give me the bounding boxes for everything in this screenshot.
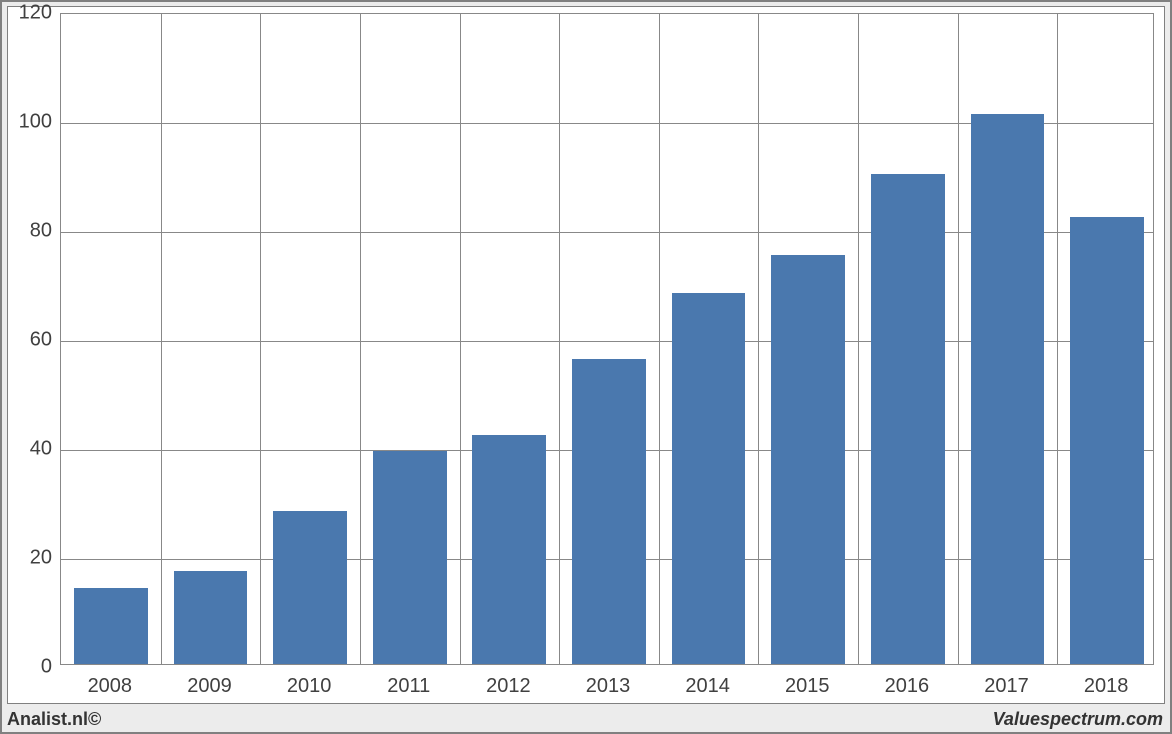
x-tick-label: 2011 [387,675,430,698]
x-tick-label: 2008 [88,675,133,698]
bar [174,571,248,664]
x-tick-label: 2012 [486,675,531,698]
gridline-vertical [1057,14,1058,664]
y-tick-label: 80 [8,220,52,243]
footer: Analist.nl© Valuespectrum.com [7,706,1165,730]
y-tick-label: 20 [8,547,52,570]
bar [472,435,546,664]
gridline-vertical [858,14,859,664]
x-tick-label: 2014 [685,675,730,698]
chart-frame: 0 20 40 60 80 100 120 2008 2009 2010 2011 2012 2013… [0,0,1172,734]
footer-right-label: Valuespectrum.com [993,709,1163,730]
bar [771,255,845,664]
gridline-vertical [758,14,759,664]
y-tick-label: 60 [8,329,52,352]
chart-area: 020406080100120 200820092010201120122013… [7,6,1165,704]
x-tick-label: 2009 [187,675,232,698]
y-tick-label: 0 [8,656,52,679]
gridline-vertical [559,14,560,664]
y-tick-label: 40 [8,438,52,461]
plot-area [60,13,1154,665]
gridline-vertical [659,14,660,664]
bar [74,588,148,664]
bar [373,451,447,664]
footer-left-label: Analist.nl© [7,709,101,730]
bar [672,293,746,664]
x-tick-label: 2010 [287,675,332,698]
gridline-vertical [958,14,959,664]
gridline-vertical [460,14,461,664]
bar [273,511,347,664]
x-tick-label: 2016 [885,675,930,698]
bar [572,359,646,664]
x-tick-label: 2015 [785,675,830,698]
bar [1070,217,1144,664]
y-tick-label: 100 [8,111,52,134]
bar [971,114,1045,664]
bar [871,174,945,665]
x-tick-label: 2013 [586,675,631,698]
x-tick-label: 2018 [1084,675,1129,698]
y-tick-label: 120 [8,2,52,25]
gridline-vertical [161,14,162,664]
gridline-vertical [360,14,361,664]
x-tick-label: 2017 [984,675,1029,698]
gridline-vertical [260,14,261,664]
